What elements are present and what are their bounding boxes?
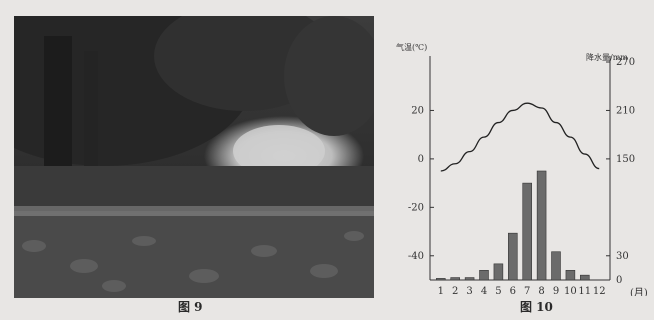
precipitation-tick-label: 150: [616, 154, 635, 165]
precipitation-bar: [464, 277, 475, 281]
temperature-axis-label: 气温(℃): [396, 42, 427, 52]
month-tick-label: 11: [578, 286, 591, 296]
precipitation-bar: [479, 270, 489, 281]
temperature-tick-label: -40: [408, 251, 424, 262]
precipitation-bar: [551, 251, 561, 281]
month-tick-label: 5: [495, 286, 501, 296]
precipitation-tick-label: 30: [616, 251, 629, 262]
chart-axes: [429, 56, 611, 281]
temperature-line: [440, 102, 600, 172]
precipitation-bar: [450, 277, 460, 281]
month-tick-label: 2: [452, 286, 458, 296]
temperature-tick-label: 0: [418, 154, 424, 165]
month-tick-label: 9: [553, 286, 559, 296]
month-tick-label: 4: [481, 286, 487, 296]
precipitation-bar: [493, 263, 504, 281]
precipitation-bar: [580, 274, 590, 281]
precipitation-bar: [536, 170, 547, 281]
chart-caption: 图 10: [520, 300, 553, 314]
precipitation-bar: [565, 270, 576, 281]
forest-photo: [14, 16, 374, 298]
month-tick-label: 3: [466, 286, 472, 296]
month-tick-label: 1: [438, 286, 444, 296]
temperature-tick-label: -20: [408, 202, 424, 213]
temperature-curve: [440, 102, 600, 172]
month-tick-label: 8: [538, 286, 544, 296]
precipitation-bar: [436, 278, 446, 281]
month-tick-label: 7: [524, 286, 530, 296]
month-tick-label: 12: [593, 286, 606, 296]
precipitation-axis-label: 降水量/mm: [586, 52, 628, 62]
photo-caption: 图 9: [178, 300, 203, 314]
precipitation-bar: [508, 232, 518, 281]
temperature-tick-label: 20: [411, 105, 424, 116]
precipitation-tick-label: 0: [616, 275, 622, 286]
month-tick-label: 10: [564, 286, 577, 296]
month-tick-label: 6: [510, 286, 516, 296]
precipitation-tick-label: 210: [616, 105, 635, 116]
precipitation-tick-label: 270: [616, 57, 635, 68]
precipitation-bars: [436, 170, 590, 281]
x-axis-unit: (月): [630, 287, 648, 296]
precipitation-bar: [522, 182, 532, 281]
